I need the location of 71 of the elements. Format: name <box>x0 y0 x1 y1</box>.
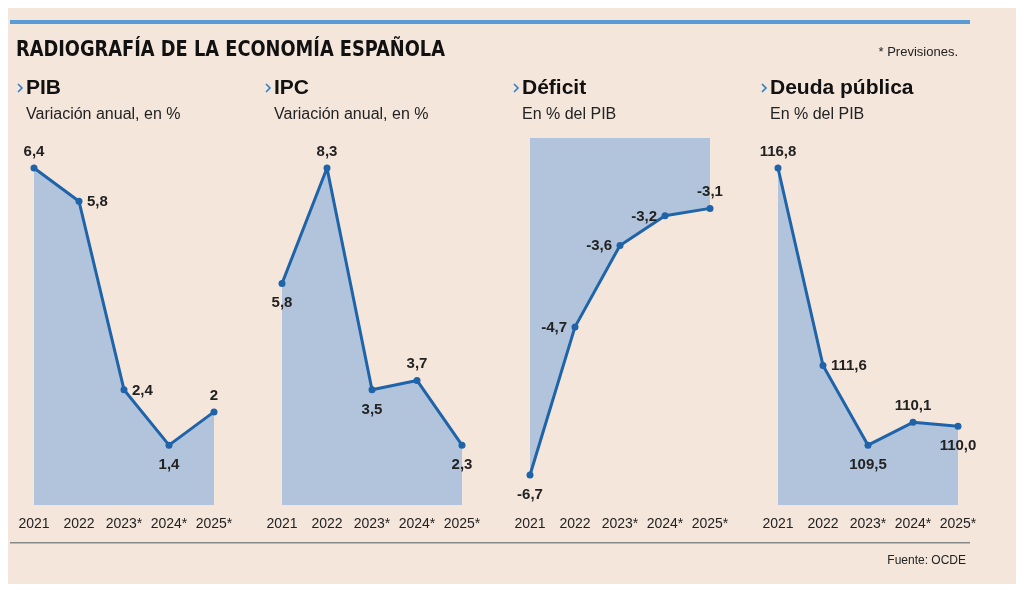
point <box>616 241 624 249</box>
x-tick-label: 2023* <box>105 515 143 531</box>
x-tick-label: 2025* <box>195 515 233 531</box>
data-label: 110,1 <box>894 396 932 414</box>
chart-title: Deuda pública <box>770 75 914 98</box>
x-tick-label: 2023* <box>353 515 391 531</box>
data-label: 116,8 <box>759 142 797 159</box>
data-label: 2 <box>209 385 219 403</box>
data-label: 110,0 <box>939 436 977 454</box>
chart-title: PIB <box>26 75 62 98</box>
x-tick-label: 2022 <box>63 515 95 531</box>
x-tick-label: 2024* <box>646 515 684 531</box>
data-label: 111,6 <box>831 356 867 374</box>
chart-subtitle: En % del PIB <box>770 105 865 122</box>
text: Déficit <box>522 75 587 98</box>
point <box>954 422 962 430</box>
data-label: 2,3 <box>451 455 473 473</box>
data-label: -3,6 <box>586 236 612 254</box>
x-tick-label: 2021 <box>514 515 546 531</box>
data-label: 6,4 <box>23 142 46 159</box>
point <box>706 204 714 212</box>
x-tick-label: 2024* <box>398 515 436 531</box>
data-label: -3,2 <box>631 206 657 224</box>
point <box>458 441 466 449</box>
x-tick-label: 2023* <box>601 515 639 531</box>
x-tick-label: 2021 <box>762 515 794 531</box>
point <box>774 164 782 172</box>
data-label: 5,8 <box>271 293 293 311</box>
point <box>210 408 218 416</box>
point <box>526 471 534 479</box>
text: En % del PIB <box>522 105 617 122</box>
point <box>368 386 376 394</box>
point <box>120 386 128 394</box>
chart-subtitle: Variación anual, en % <box>26 105 181 122</box>
point <box>909 418 917 426</box>
annotation: Fuente: OCDE <box>887 553 966 567</box>
x-tick-label: 2024* <box>894 515 932 531</box>
point <box>75 197 83 205</box>
text: * Previsiones. <box>878 44 958 59</box>
data-label: 3,5 <box>361 399 383 417</box>
chart-title: IPC <box>274 75 310 98</box>
x-tick-label: 2021 <box>266 515 298 531</box>
x-tick-label: 2025* <box>939 515 977 531</box>
x-tick-label: 2025* <box>691 515 729 531</box>
x-tick-label: 2024* <box>150 515 188 531</box>
data-label: 1,4 <box>158 455 181 473</box>
x-tick-label: 2025* <box>443 515 481 531</box>
point <box>864 441 872 449</box>
point <box>819 361 827 369</box>
point <box>323 164 331 172</box>
point <box>413 376 421 384</box>
data-label: -6,7 <box>517 485 543 502</box>
point <box>571 323 579 331</box>
data-label: 2,4 <box>132 380 154 398</box>
point <box>30 164 38 172</box>
data-label: 8,3 <box>316 142 338 159</box>
point <box>661 212 669 220</box>
data-label: -3,1 <box>697 182 723 200</box>
point <box>165 441 173 449</box>
x-tick-label: 2023* <box>849 515 887 531</box>
text: RADIOGRAFÍA DE LA ECONOMÍA ESPAÑOLA <box>16 34 446 62</box>
data-label: 3,7 <box>406 354 428 372</box>
chart-subtitle: Variación anual, en % <box>274 105 429 122</box>
x-tick-label: 2021 <box>18 515 50 531</box>
point <box>278 279 286 287</box>
x-tick-label: 2022 <box>311 515 343 531</box>
data-label: 109,5 <box>849 455 887 473</box>
data-label: 5,8 <box>87 192 108 210</box>
x-tick-label: 2022 <box>807 515 839 531</box>
x-tick-label: 2022 <box>559 515 591 531</box>
data-label: -4,7 <box>541 317 567 335</box>
